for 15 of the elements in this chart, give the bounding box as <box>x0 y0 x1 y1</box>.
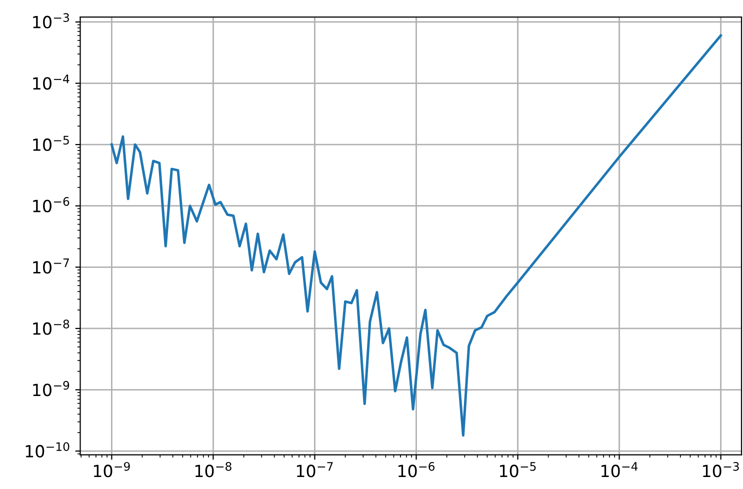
x-tick-label: 10$^{−5}$ <box>500 462 536 478</box>
y-tick-label: 10$^{−9}$ <box>33 380 70 396</box>
x-tick-label: 10$^{−4}$ <box>602 462 638 478</box>
y-tick-label: 10$^{−8}$ <box>33 320 70 335</box>
x-tick-label: 10$^{−8}$ <box>195 462 232 478</box>
x-tick-label: 10$^{−9}$ <box>94 462 130 478</box>
y-tick-label: 10$^{−5}$ <box>33 136 69 152</box>
y-tick-label: 10$^{−10}$ <box>26 442 70 458</box>
y-tick-label: 10$^{−3}$ <box>33 13 69 28</box>
x-tick-label: 10$^{−7}$ <box>296 462 333 478</box>
y-tick-label: 10$^{−7}$ <box>33 258 69 274</box>
x-tick-label: 10$^{−3}$ <box>703 462 739 478</box>
x-tick-label: 10$^{−6}$ <box>398 462 434 478</box>
y-tick-label: 10$^{−6}$ <box>33 197 70 212</box>
y-tick-label: 10$^{−4}$ <box>33 74 70 90</box>
